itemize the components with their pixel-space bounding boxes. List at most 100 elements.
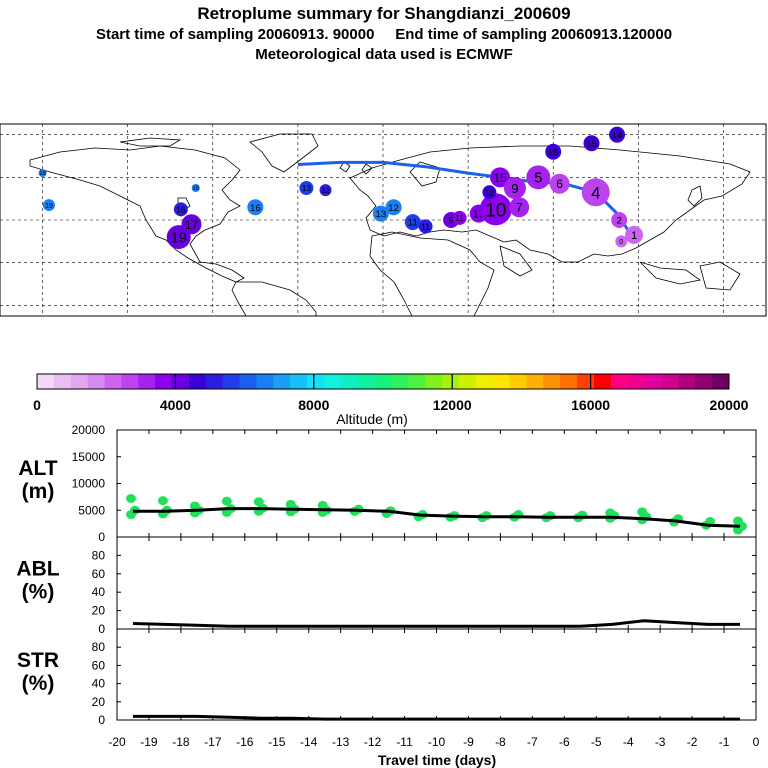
colorbar-swatch	[442, 374, 460, 389]
colorbar-swatch	[239, 374, 257, 389]
y-tick-label: 80	[92, 548, 106, 562]
colorbar-swatch	[155, 374, 173, 389]
x-tick-label: -2	[687, 735, 698, 749]
colorbar-swatch	[53, 374, 72, 389]
y-tick-label: 40	[92, 677, 106, 691]
plume-marker-label: 7	[516, 201, 523, 215]
plume-marker-circle	[319, 184, 332, 197]
colorbar-swatch	[374, 374, 392, 389]
plume-marker: 15	[490, 167, 511, 188]
plume-marker: 14	[609, 126, 626, 143]
colorbar-tick-labels: 0 4000 8000 12000 16000 20000	[33, 374, 749, 413]
chart-title: Retroplume summary for Shangdianzi_20060…	[197, 4, 571, 23]
colorbar-swatch	[712, 374, 730, 389]
plume-marker-circle	[611, 212, 628, 228]
plume-marker: 13	[299, 181, 314, 195]
x-tick-label: -8	[495, 735, 506, 749]
plume-marker-circle	[372, 205, 389, 222]
plume-marker-circle	[490, 167, 511, 188]
plume-marker-circle	[625, 225, 644, 244]
x-tick-label: -18	[172, 735, 190, 749]
colorbar-swatch	[205, 374, 224, 389]
colorbar-swatch	[644, 374, 662, 389]
colorbar-swatch	[610, 374, 629, 389]
plume-marker: 16	[247, 199, 264, 216]
plume-marker: 11	[452, 210, 467, 225]
plume-marker: 11	[418, 219, 433, 234]
colorbar-swatch	[408, 374, 426, 389]
plume-marker: 10	[479, 193, 512, 226]
colorbar-swatch	[87, 374, 106, 389]
y-tick-label: 0	[98, 713, 105, 727]
plume-marker-label: 13	[376, 209, 387, 220]
colorbar-swatch	[357, 374, 376, 389]
y-tick-label: 60	[92, 567, 106, 581]
plume-marker: 17	[181, 214, 202, 235]
plume-marker: 4	[581, 178, 610, 207]
y-tick-label: 0	[98, 530, 105, 544]
altitude-cluster-point	[317, 500, 328, 510]
colorbar-swatch	[340, 374, 359, 389]
plume-marker: 13	[372, 205, 389, 222]
colorbar-swatch	[475, 374, 494, 389]
x-tick-label: -6	[559, 735, 570, 749]
colorbar-swatch	[661, 374, 679, 389]
x-tick-label: -1	[719, 735, 730, 749]
colorbar-swatch	[526, 374, 544, 389]
colorbar-swatch	[323, 374, 342, 389]
y-tick-label: 20	[92, 604, 106, 618]
colorbar-swatch	[695, 374, 713, 389]
plume-marker: 0	[615, 235, 628, 248]
plume-marker-label: 0	[619, 237, 623, 246]
sampling-time-subtitle: Start time of sampling 20060913. 90000 E…	[95, 26, 673, 43]
plume-marker-label: 19	[171, 230, 187, 246]
plume-marker-circle	[479, 193, 512, 226]
altitude-cluster-point	[285, 499, 296, 509]
colorbar-swatch	[104, 374, 122, 389]
colorbar-swatch	[425, 374, 443, 389]
plume-marker-label: 9	[448, 216, 453, 227]
colorbar-label: Altitude (m)	[336, 411, 408, 427]
y-tick-label: 20000	[72, 423, 106, 437]
plume-marker-circle	[191, 184, 200, 192]
plume-marker-label: 16	[176, 204, 186, 214]
series-line-abl	[132, 619, 740, 628]
plume-marker-circle	[181, 214, 202, 235]
plume-marker-label: 14	[612, 130, 623, 141]
plume-marker: 19	[42, 199, 55, 212]
colorbar-swatch	[391, 374, 409, 389]
panel-alt: ALT(m) 0 5000 10000 15000 20000	[18, 423, 757, 544]
colorbar-swatch	[560, 374, 578, 389]
x-tick-label: -16	[236, 735, 254, 749]
colorbar-swatch	[256, 374, 274, 389]
altitude-cluster-point	[733, 516, 744, 526]
y-tick-label: 5000	[78, 503, 105, 517]
colorbar-swatch	[543, 374, 561, 389]
coastlines	[29, 133, 751, 317]
x-axis-label: Travel time (days)	[378, 752, 496, 768]
panel-label: STR	[17, 649, 59, 672]
plume-marker: 15	[545, 143, 562, 160]
colorbar-tick-label: 20000	[710, 397, 749, 413]
plume-marker: 15	[191, 184, 200, 192]
altitude-cluster-point	[253, 497, 264, 507]
x-tick-label: -9	[463, 735, 474, 749]
plume-marker-label: 17	[185, 218, 199, 232]
plume-marker-label: 18	[39, 171, 46, 177]
x-tick-label: -13	[332, 735, 350, 749]
colorbar-tick-label: 0	[33, 397, 41, 413]
colorbar-swatch	[492, 374, 511, 389]
plume-marker-circle	[452, 210, 467, 225]
altitude-colorbar	[36, 373, 730, 390]
colorbar-swatch	[138, 374, 156, 389]
x-tick-label: -4	[623, 735, 634, 749]
colorbar-swatch	[37, 374, 55, 389]
altitude-cluster-point	[545, 511, 556, 521]
colorbar-swatch	[627, 374, 646, 389]
colorbar-swatch	[509, 374, 527, 389]
colorbar-swatch	[172, 374, 190, 389]
x-tick-label: -7	[527, 735, 538, 749]
x-tick-label: 0	[753, 735, 760, 749]
y-tick-label: 60	[92, 658, 106, 672]
